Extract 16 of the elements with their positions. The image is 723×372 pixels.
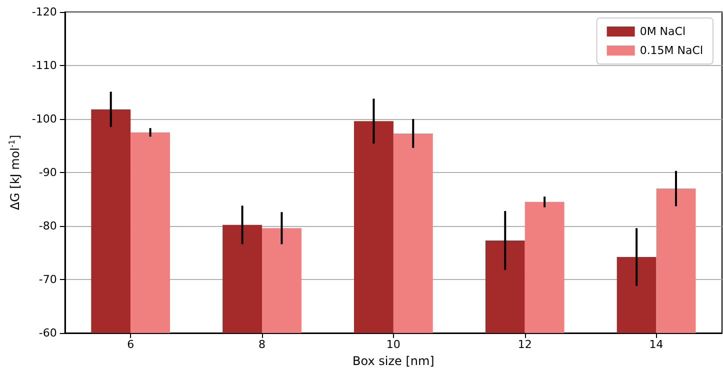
x-tick-label: 14: [649, 338, 664, 351]
x-tick-label: 8: [258, 338, 266, 351]
y-tick-label: -120: [32, 6, 57, 18]
legend-label: 0M NaCl: [640, 25, 686, 38]
y-axis-title: ΔG [kJ mol-1]: [8, 134, 22, 210]
y-tick-label: -60: [38, 326, 57, 340]
y-tick-label: -70: [38, 273, 57, 286]
x-tick-label: 10: [386, 338, 400, 351]
x-tick-label: 6: [127, 338, 134, 351]
y-tick-label: -110: [32, 59, 57, 72]
y-tick-label: -100: [32, 112, 57, 126]
y-tick-label: -80: [38, 220, 57, 232]
legend-label: 0.15M NaCl: [640, 44, 703, 57]
x-axis-title: Box size [nm]: [352, 354, 434, 368]
x-tick-label: 12: [518, 338, 532, 351]
y-tick-label: -90: [38, 166, 57, 179]
